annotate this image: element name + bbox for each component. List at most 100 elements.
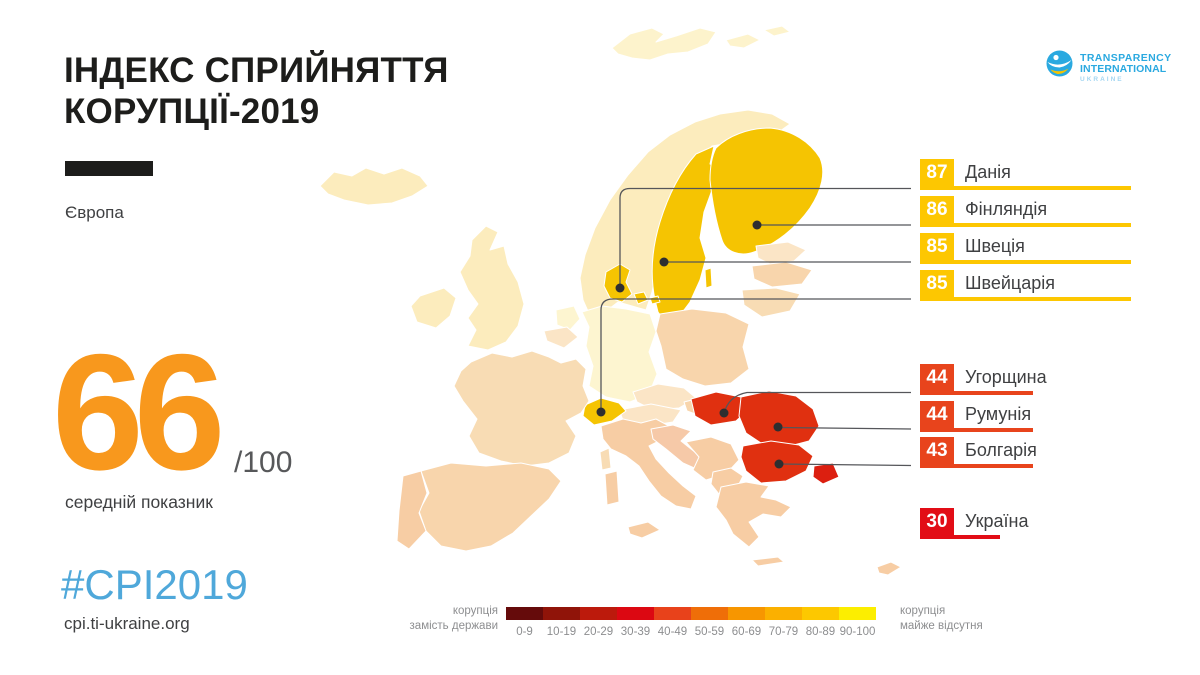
logo-text: TRANSPARENCY INTERNATIONAL UKRAINE <box>1080 50 1172 84</box>
map-country-italy <box>600 418 697 510</box>
marker-dot-sweden <box>659 257 669 267</box>
callout-rule <box>920 223 1131 227</box>
hashtag: #CPI2019 <box>61 561 248 608</box>
marker-dot-hungary <box>719 408 729 418</box>
score-caption: середній показник <box>65 492 213 512</box>
score-badge: 44 <box>920 364 954 391</box>
score-badge: 85 <box>920 233 954 260</box>
marker-dot-switzerland <box>596 407 606 417</box>
ti-ukraine-logo: TRANSPARENCY INTERNATIONAL UKRAINE <box>1046 50 1172 83</box>
map-country-svalbard <box>611 27 717 61</box>
callout-sweden: 85 Швеція <box>920 233 1131 264</box>
page-title: ІНДЕКС СПРИЙНЯТТЯ КОРУПЦІЇ-2019 <box>64 50 449 132</box>
callout-rule <box>920 391 1033 395</box>
map-country-uk <box>459 225 525 351</box>
legend-right-line1: корупція <box>900 605 946 617</box>
map-country-lithuania <box>741 287 801 318</box>
connector-romania <box>777 426 912 430</box>
map-country-cyprus <box>876 561 902 576</box>
legend-cell: 80-89 <box>802 607 839 638</box>
legend-swatch <box>580 607 617 620</box>
score-badge: 86 <box>920 196 954 223</box>
legend-range-label: 60-69 <box>731 626 762 638</box>
legend-cell: 30-39 <box>617 607 654 638</box>
score-badge: 87 <box>920 159 954 186</box>
map-country-romania <box>738 390 820 448</box>
callout-rule <box>920 464 1033 468</box>
callout-rule <box>920 428 1033 432</box>
connector-denmark <box>619 187 911 288</box>
page-title-line1: ІНДЕКС СПРИЙНЯТТЯ <box>64 51 449 90</box>
legend-cell: 70-79 <box>765 607 802 638</box>
legend-swatch <box>617 607 654 620</box>
legend-range-label: 80-89 <box>805 626 836 638</box>
score-denominator: /100 <box>234 446 293 479</box>
legend-swatch <box>802 607 839 620</box>
legend-swatch <box>654 607 691 620</box>
legend-range-label: 50-59 <box>694 626 725 638</box>
legend-range-label: 0-9 <box>516 626 533 638</box>
legend-cell: 10-19 <box>543 607 580 638</box>
legend-swatch <box>691 607 728 620</box>
score-badge: 43 <box>920 437 954 464</box>
map-country-finland <box>709 127 824 255</box>
callout-rule <box>920 535 1000 539</box>
map-country-svalbard-isle <box>725 33 761 49</box>
marker-dot-romania <box>773 422 783 432</box>
map-country-ireland <box>410 287 457 329</box>
legend-cell: 20-29 <box>580 607 617 638</box>
country-label: Данія <box>965 162 1011 182</box>
map-country-denmark-isles <box>633 291 661 305</box>
country-label: Україна <box>965 511 1029 531</box>
country-label: Швеція <box>965 236 1025 256</box>
legend-swatch <box>839 607 876 620</box>
map-country-crete <box>751 556 785 567</box>
legend-range-label: 70-79 <box>768 626 799 638</box>
page-title-line2: КОРУПЦІЇ-2019 <box>64 92 320 131</box>
map-country-france <box>453 350 590 467</box>
legend-right-line2: майже відсутня <box>900 620 983 632</box>
callout-ukraine: 30 Україна <box>920 508 1029 539</box>
map-country-sicily <box>627 521 661 539</box>
legend-left-line1: корупція <box>452 605 498 617</box>
legend-swatch <box>506 607 543 620</box>
callout-rule <box>920 260 1131 264</box>
map-country-gotland <box>704 267 713 289</box>
legend-range-label: 90-100 <box>839 626 876 638</box>
map-country-spain <box>418 462 562 552</box>
globe-icon <box>1046 50 1073 77</box>
country-label: Угорщина <box>965 367 1047 387</box>
legend-cell: 0-9 <box>506 607 543 638</box>
map-country-greece <box>715 481 792 548</box>
legend-range-label: 10-19 <box>546 626 577 638</box>
map-country-netherlands <box>555 305 581 331</box>
map-country-denmark <box>603 263 633 303</box>
map-country-poland <box>655 308 750 387</box>
region-label: Європа <box>65 203 124 222</box>
logo-line3: UKRAINE <box>1080 76 1124 83</box>
callout-switzerland: 85 Швейцарія <box>920 270 1131 301</box>
legend-right-label: корупція майже відсутня <box>900 604 983 634</box>
callout-bulgaria: 43 Болгарія <box>920 437 1037 468</box>
average-score: 66 <box>52 320 226 504</box>
map-country-turkey-europe <box>812 462 840 485</box>
map-country-corsica <box>599 447 612 471</box>
legend-cell: 50-59 <box>691 607 728 638</box>
marker-dot-bulgaria <box>774 459 784 469</box>
legend-cell: 60-69 <box>728 607 765 638</box>
map-country-portugal <box>396 470 428 550</box>
country-label: Швейцарія <box>965 273 1055 293</box>
logo-line2: INTERNATIONAL <box>1080 63 1167 75</box>
map-country-estonia <box>755 241 807 265</box>
title-underline-bar <box>65 161 153 176</box>
legend-range-label: 20-29 <box>583 626 614 638</box>
legend-left-label: корупція замість держави <box>330 604 498 634</box>
connector-switzerland <box>600 298 911 412</box>
connector-bulgaria <box>778 463 912 467</box>
country-label: Фінляндія <box>965 199 1048 219</box>
map-country-sardinia <box>604 470 620 506</box>
callout-hungary: 44 Угорщина <box>920 364 1047 395</box>
callout-rule <box>920 186 1131 190</box>
